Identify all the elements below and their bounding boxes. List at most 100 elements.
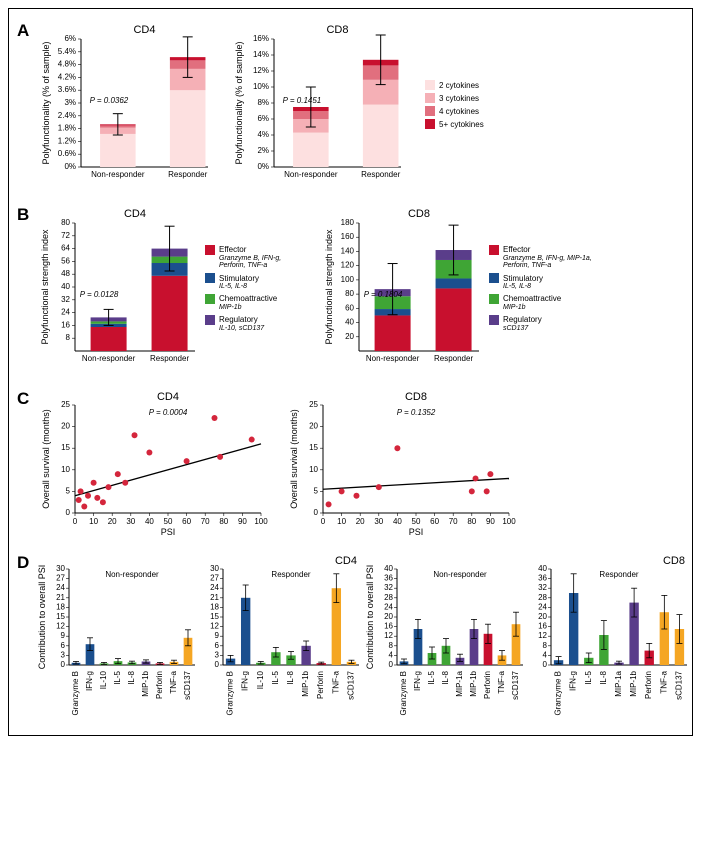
svg-text:40: 40	[538, 564, 547, 573]
svg-text:20: 20	[309, 422, 318, 431]
svg-text:27: 27	[56, 574, 65, 583]
svg-text:180: 180	[341, 218, 355, 227]
svg-text:80: 80	[467, 517, 476, 526]
svg-text:0: 0	[314, 508, 319, 517]
svg-text:15: 15	[309, 443, 318, 452]
svg-text:20: 20	[108, 517, 117, 526]
svg-text:Non-responder: Non-responder	[91, 170, 145, 179]
svg-text:60: 60	[345, 303, 354, 312]
svg-text:P = 0.0128: P = 0.0128	[80, 290, 119, 299]
svg-text:MIP-1b: MIP-1b	[141, 670, 150, 696]
svg-text:IL-8: IL-8	[127, 670, 136, 684]
svg-text:P = 0.0362: P = 0.0362	[90, 96, 129, 105]
svg-text:28: 28	[538, 593, 547, 602]
svg-text:1.8%: 1.8%	[58, 124, 76, 133]
svg-text:IFN-g: IFN-g	[241, 671, 250, 691]
svg-text:0: 0	[543, 660, 548, 669]
svg-text:CD8: CD8	[408, 208, 430, 220]
svg-text:6%: 6%	[64, 34, 76, 43]
svg-text:20: 20	[356, 517, 365, 526]
panel-b-label: B	[17, 205, 29, 225]
svg-text:MIP-1b: MIP-1b	[301, 670, 310, 696]
svg-text:2%: 2%	[257, 146, 269, 155]
svg-text:25: 25	[309, 400, 318, 409]
panel-b: B 8162432404856647280Non-responderRespon…	[17, 205, 684, 375]
svg-text:0: 0	[61, 660, 66, 669]
legend-item: Stimulatory	[205, 273, 305, 283]
svg-text:0.6%: 0.6%	[58, 149, 76, 158]
svg-text:8: 8	[543, 641, 548, 650]
panel-a-label: A	[17, 21, 29, 41]
svg-text:36: 36	[538, 574, 547, 583]
panel-a-legend: 2 cytokines3 cytokines4 cytokines5+ cyto…	[425, 80, 484, 132]
svg-text:18: 18	[210, 602, 219, 611]
svg-text:28: 28	[384, 593, 393, 602]
svg-text:Responder: Responder	[434, 354, 473, 363]
svg-text:16: 16	[61, 320, 70, 329]
svg-text:4.8%: 4.8%	[58, 60, 76, 69]
svg-text:MIP-1a: MIP-1a	[455, 670, 464, 696]
svg-text:20: 20	[345, 332, 354, 341]
svg-text:Non-responder: Non-responder	[105, 570, 159, 579]
svg-text:4%: 4%	[257, 130, 269, 139]
svg-text:12: 12	[384, 631, 393, 640]
svg-text:Granzyme B: Granzyme B	[554, 671, 563, 715]
svg-text:20: 20	[538, 612, 547, 621]
svg-text:6: 6	[61, 641, 66, 650]
legend-item: Regulatory	[205, 315, 305, 325]
svg-text:32: 32	[384, 583, 393, 592]
svg-text:20: 20	[61, 422, 70, 431]
svg-text:3: 3	[61, 650, 66, 659]
svg-text:4: 4	[389, 650, 394, 659]
svg-text:80: 80	[345, 289, 354, 298]
svg-text:Polyfunctionality (% of sample: Polyfunctionality (% of sample)	[41, 41, 51, 164]
svg-text:CD4: CD4	[157, 391, 179, 403]
svg-text:IFN-g: IFN-g	[85, 671, 94, 691]
svg-text:CD8: CD8	[663, 555, 685, 567]
svg-text:IL-8: IL-8	[599, 670, 608, 684]
svg-text:4.2%: 4.2%	[58, 72, 76, 81]
svg-text:9: 9	[215, 631, 220, 640]
svg-text:Perforin: Perforin	[483, 671, 492, 699]
svg-text:0: 0	[215, 660, 220, 669]
svg-text:1.2%: 1.2%	[58, 136, 76, 145]
panel-c-cd8-chart: 01020304050607080901000510152025CD8PSIOv…	[287, 389, 517, 539]
svg-text:Perforin: Perforin	[155, 671, 164, 699]
svg-text:80: 80	[61, 218, 70, 227]
svg-text:20: 20	[384, 612, 393, 621]
svg-text:IL-10: IL-10	[256, 670, 265, 689]
svg-text:IFN-g: IFN-g	[413, 671, 422, 691]
svg-text:9: 9	[61, 631, 66, 640]
svg-text:32: 32	[61, 295, 70, 304]
svg-text:TNF-a: TNF-a	[331, 670, 340, 693]
svg-text:64: 64	[61, 244, 70, 253]
panel-b-cd8-legend: EffectorGranzyme B, IFN-g, MIP-1a, Perfo…	[489, 245, 599, 335]
legend-item: 5+ cytokines	[425, 119, 484, 129]
svg-text:P = 0.0004: P = 0.0004	[149, 408, 188, 417]
svg-text:12%: 12%	[253, 66, 269, 75]
svg-text:Contribution to overall PSI: Contribution to overall PSI	[37, 565, 47, 670]
svg-text:IL-5: IL-5	[271, 670, 280, 684]
svg-text:Granzyme B: Granzyme B	[71, 671, 80, 715]
svg-text:16: 16	[538, 622, 547, 631]
svg-text:24: 24	[210, 583, 219, 592]
svg-text:40: 40	[145, 517, 154, 526]
svg-text:P = 0.1804: P = 0.1804	[364, 290, 403, 299]
svg-text:P = 0.1352: P = 0.1352	[397, 408, 436, 417]
panel-a-cd4-chart: 0%0.6%1.2%1.8%2.4%3%3.6%4.2%4.8%5.4%6%No…	[39, 21, 214, 191]
legend-item: 2 cytokines	[425, 80, 484, 90]
svg-text:100: 100	[254, 517, 268, 526]
svg-text:30: 30	[374, 517, 383, 526]
svg-text:CD8: CD8	[326, 24, 348, 36]
svg-text:0: 0	[321, 517, 326, 526]
svg-text:60: 60	[430, 517, 439, 526]
panel-b-cd8-chart: 20406080100120140160180Non-responderResp…	[323, 205, 483, 375]
panel-d-label: D	[17, 553, 29, 573]
svg-text:sCD137: sCD137	[511, 670, 520, 699]
svg-text:70: 70	[449, 517, 458, 526]
svg-text:Responder: Responder	[271, 570, 310, 579]
svg-text:sCD137: sCD137	[346, 670, 355, 699]
svg-text:12: 12	[56, 622, 65, 631]
panel-d: D 036912151821242730Granzyme BIFN-gIL-10…	[17, 553, 684, 723]
svg-text:160: 160	[341, 232, 355, 241]
